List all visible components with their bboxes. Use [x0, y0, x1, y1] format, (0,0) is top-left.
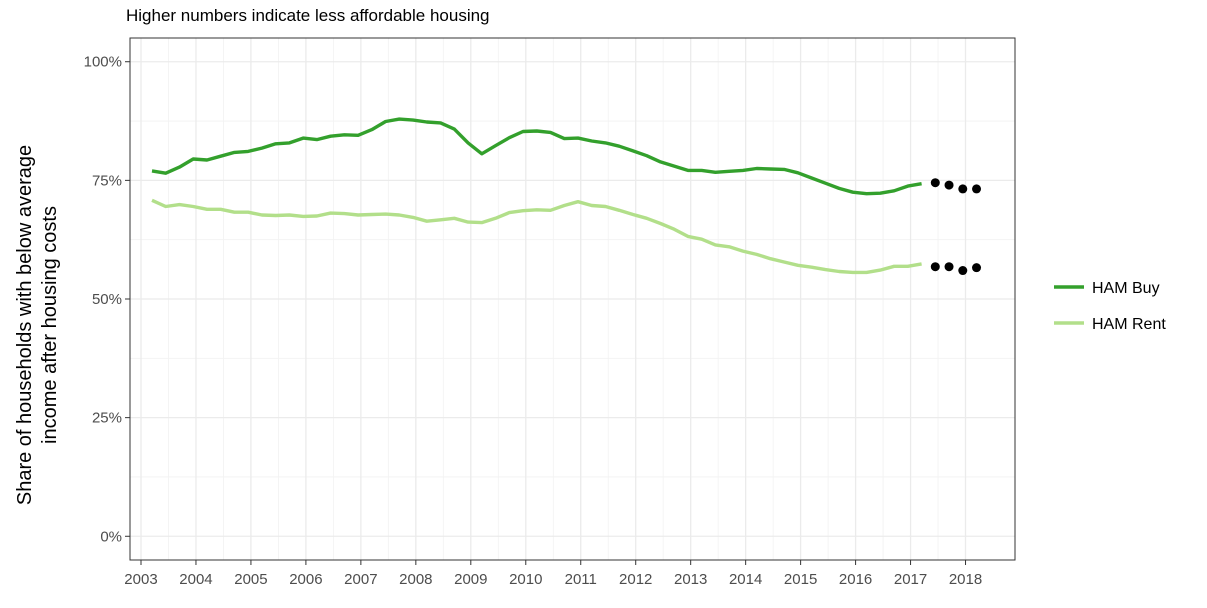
data-point-ham-buy — [930, 178, 940, 188]
series-lines — [151, 117, 922, 275]
x-tick-label: 2007 — [344, 571, 377, 588]
data-point-ham-rent — [944, 262, 954, 272]
legend: HAM Buy HAM Rent — [1054, 280, 1166, 333]
chart-subtitle: Higher numbers indicate less affordable … — [126, 6, 490, 25]
legend-label-ham-rent: HAM Rent — [1092, 316, 1166, 333]
x-tick-label: 2005 — [234, 571, 267, 588]
x-tick-label: 2016 — [839, 571, 872, 588]
data-point-ham-rent — [972, 263, 982, 273]
data-point-ham-buy — [972, 184, 982, 194]
x-tick-label: 2003 — [124, 571, 157, 588]
plot-panel — [129, 37, 1016, 561]
x-tick-label: 2011 — [565, 571, 597, 588]
x-tick-label: 2012 — [619, 571, 652, 588]
x-tick-label: 2009 — [454, 571, 487, 588]
series-line-ham-buy — [151, 117, 922, 196]
data-point-ham-buy — [958, 184, 968, 194]
data-point-ham-buy — [944, 180, 954, 190]
x-tick-label: 2017 — [894, 571, 927, 588]
x-tick-label: 2013 — [674, 571, 707, 588]
legend-label-ham-buy: HAM Buy — [1092, 280, 1160, 297]
series-points — [930, 178, 982, 276]
series-line-ham-rent — [151, 198, 922, 275]
data-point-ham-rent — [958, 266, 968, 276]
x-tick-label: 2018 — [949, 571, 982, 588]
y-tick-label: 50% — [92, 291, 122, 308]
y-tick-label: 25% — [92, 410, 122, 427]
x-axis: 2003 2004 2005 2006 2007 2008 2009 2010 2011 2012… — [124, 560, 982, 588]
x-tick-label: 2004 — [179, 571, 212, 588]
x-tick-label: 2006 — [289, 571, 322, 588]
grid-major — [130, 38, 1015, 560]
x-tick-label: 2008 — [399, 571, 432, 588]
x-tick-label: 2015 — [784, 571, 817, 588]
y-axis: 0% 25% 50% 75% 100% — [84, 54, 130, 545]
y-tick-label: 75% — [92, 172, 122, 189]
y-tick-label: 100% — [84, 54, 122, 71]
y-tick-label: 0% — [100, 528, 122, 545]
x-tick-label: 2014 — [729, 571, 762, 588]
x-tick-label: 2010 — [509, 571, 542, 588]
data-point-ham-rent — [930, 262, 940, 272]
